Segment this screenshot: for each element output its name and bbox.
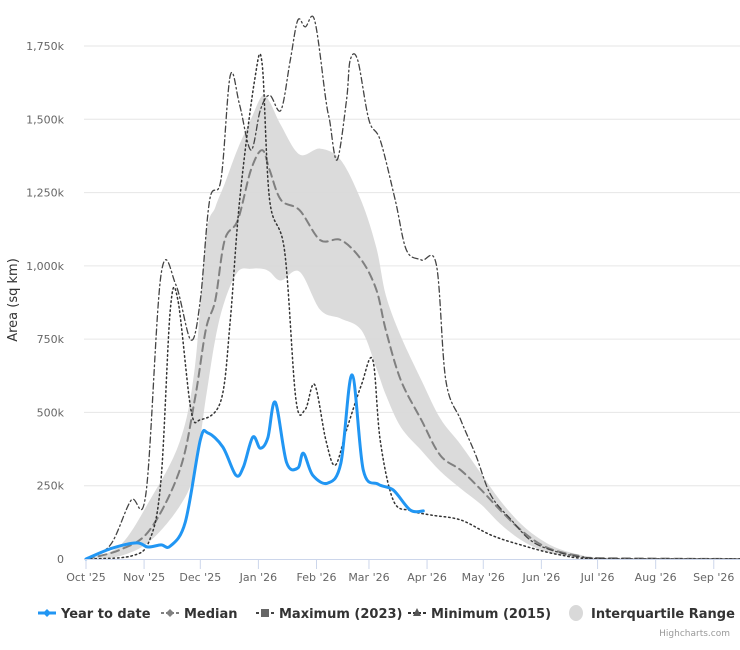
x-tick-label: Apr '26 [407, 571, 447, 584]
legend-item[interactable]: Maximum (2023) [256, 607, 403, 622]
x-tick-label: Oct '25 [66, 571, 106, 584]
y-tick-label: 0 [57, 553, 64, 566]
y-tick-label: 1,500k [26, 113, 64, 126]
x-axis: Oct '25 Nov '25 Dec '25 Jan '26 Feb '26 Mar '… [66, 559, 740, 584]
y-tick-label: 500k [37, 406, 65, 419]
legend-triangle-marker [413, 608, 421, 616]
legend-label: Interquartile Range [591, 607, 735, 622]
y-tick-label: 250k [37, 480, 65, 493]
legend-item[interactable]: Median [161, 607, 238, 622]
legend-label: Minimum (2015) [431, 607, 551, 622]
x-tick-label: Dec '25 [179, 571, 221, 584]
x-tick-label: Jun '26 [522, 571, 561, 584]
x-tick-label: Nov '25 [123, 571, 165, 584]
series-line-maximum-2023 [85, 15, 740, 560]
x-tick-label: Jul '26 [580, 571, 615, 584]
legend: Year to date Median Maximum (2023) Minimum … [38, 605, 735, 622]
legend-diamond-marker [166, 609, 174, 617]
legend-symbol [569, 605, 583, 621]
y-axis-label: Area (sq km) [6, 258, 21, 342]
x-tick-label: Jan '26 [239, 571, 277, 584]
legend-label: Maximum (2023) [279, 607, 403, 622]
x-tick-label: Sep '26 [693, 571, 734, 584]
highcharts-credit[interactable]: Highcharts.com [659, 629, 730, 639]
legend-square-marker [261, 609, 269, 617]
series-line-median [85, 149, 740, 560]
x-tick-label: Mar '26 [348, 571, 389, 584]
legend-diamond-marker [43, 609, 51, 617]
legend-item[interactable]: Minimum (2015) [408, 607, 551, 622]
x-tick-label: Aug '26 [635, 571, 677, 584]
series-line-minimum-2015 [85, 53, 740, 560]
y-tick-label: 1,250k [26, 187, 64, 200]
y-tick-label: 1,000k [26, 260, 64, 273]
legend-item[interactable]: Year to date [38, 607, 151, 622]
y-tick-label: 1,750k [26, 40, 64, 53]
x-tick-label: May '26 [462, 571, 505, 584]
x-tick-label: Feb '26 [296, 571, 336, 584]
iqr-band [86, 94, 740, 560]
series-line-year-to-date [84, 373, 425, 561]
series-lines [84, 15, 740, 561]
legend-label: Median [184, 607, 238, 622]
legend-item[interactable]: Interquartile Range [569, 605, 735, 622]
y-axis-ticks: 0 250k 500k 750k 1,000k 1,250k 1,500k 1,750k [26, 40, 64, 566]
y-tick-label: 750k [37, 333, 65, 346]
legend-label: Year to date [60, 607, 151, 622]
